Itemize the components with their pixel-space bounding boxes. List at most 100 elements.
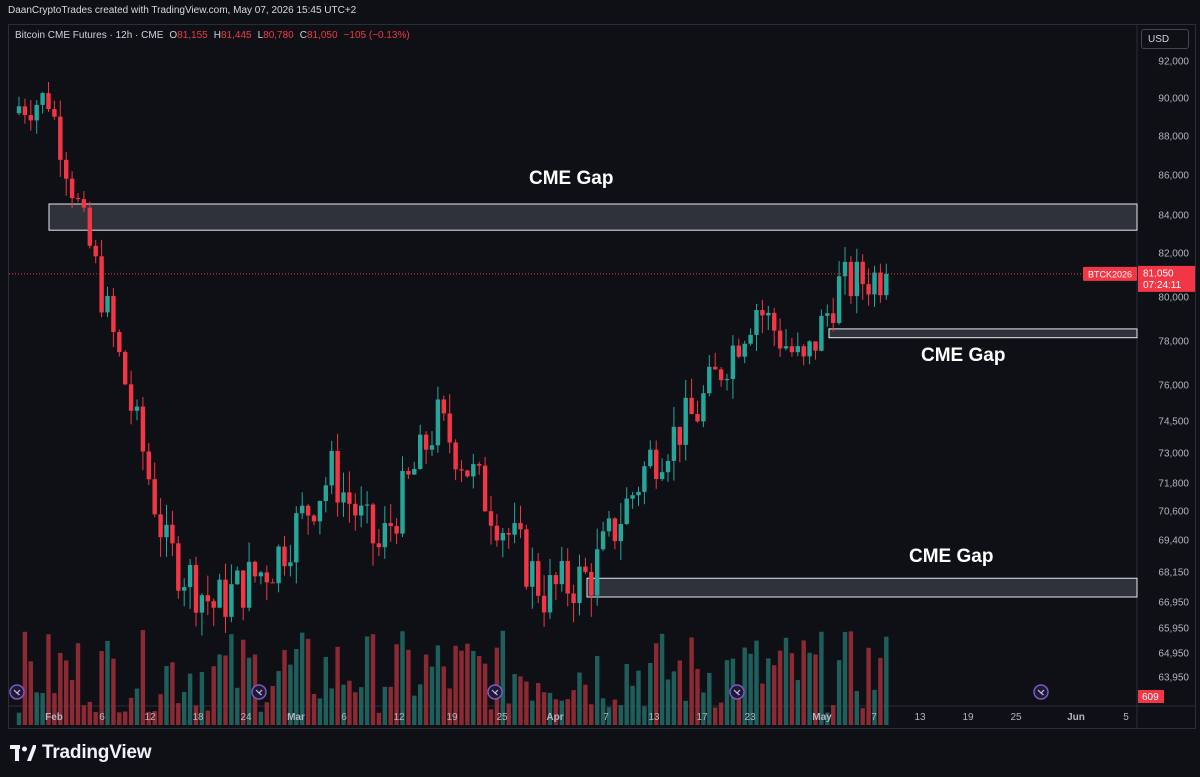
price-tick-label: 69,400 — [1158, 536, 1189, 547]
candle-body — [128, 384, 134, 411]
candle-body — [412, 468, 417, 475]
candle-body — [34, 104, 39, 121]
volume-bar — [553, 699, 559, 725]
volume-bar — [40, 693, 45, 725]
tradingview-logo-icon — [10, 745, 36, 761]
candle-body — [241, 570, 246, 608]
volume-bar — [636, 670, 641, 725]
volume-bar — [618, 705, 623, 725]
volume-bar — [878, 657, 883, 725]
volume-bar — [860, 708, 865, 725]
volume-bar — [642, 706, 647, 725]
volume-bar — [193, 705, 199, 725]
volume-bar — [16, 712, 22, 725]
candle-body — [789, 346, 795, 353]
symbol-tag — [1083, 266, 1137, 281]
volume-bar — [134, 688, 140, 725]
volume-bar — [766, 658, 771, 725]
candle-body — [630, 495, 635, 499]
volume-bar — [258, 711, 264, 725]
candle-body — [423, 434, 429, 450]
event-marker-icon[interactable] — [487, 684, 503, 700]
time-tick-label: 6 — [99, 712, 105, 723]
volume-bar — [364, 636, 370, 725]
candle-body — [117, 332, 122, 353]
candle-body — [736, 345, 741, 357]
time-tick-label: 7 — [603, 712, 609, 723]
candle-body — [707, 366, 712, 394]
volume-bar — [152, 711, 157, 725]
volume-bar — [783, 637, 789, 725]
candle-body — [69, 178, 75, 199]
candle-body — [246, 561, 252, 608]
cme-gap-zone — [586, 577, 1138, 598]
chart-panel[interactable]: CME Gap CME Gap CME Gap 92,000 90,000 88,000 8… — [8, 24, 1196, 729]
volume-bar — [789, 653, 795, 725]
price-tick-label: 65,950 — [1158, 624, 1189, 635]
volume-bar — [488, 709, 494, 725]
candle-body — [252, 561, 258, 577]
volume-bar — [52, 693, 57, 725]
candle-body — [512, 523, 517, 535]
volume-bar — [671, 671, 677, 725]
candle-body — [506, 533, 511, 535]
candle-body — [813, 341, 818, 351]
event-glyph — [733, 689, 741, 696]
candle-body — [541, 595, 547, 613]
candle-body — [58, 116, 63, 160]
event-marker-icon[interactable] — [251, 684, 267, 700]
volume-bar — [370, 634, 376, 725]
candle-body — [276, 546, 281, 584]
tradingview-logo[interactable]: TradingView — [10, 742, 152, 764]
time-tick-label: 6 — [341, 712, 347, 723]
high-value: 81,445 — [220, 30, 252, 41]
event-marker-icon[interactable] — [9, 684, 25, 700]
candle-body — [317, 500, 323, 522]
candle-body — [677, 426, 682, 445]
candle-body — [341, 492, 346, 503]
candle-body — [16, 106, 22, 114]
volume-bar — [276, 671, 281, 725]
currency-button[interactable]: USD — [1141, 29, 1189, 49]
volume-bar — [612, 699, 618, 725]
candle-body — [671, 426, 677, 461]
event-circle — [729, 684, 745, 700]
volume-bar — [341, 684, 346, 725]
candle-body — [459, 469, 464, 471]
candle-body — [140, 406, 146, 452]
candle-body — [524, 529, 529, 587]
candle-body — [530, 561, 535, 587]
event-circle — [251, 684, 267, 700]
volume-bar — [518, 676, 523, 725]
volume-bar — [69, 680, 75, 725]
volume-bar — [376, 712, 382, 725]
volume-bar — [866, 647, 871, 725]
candle-body — [878, 272, 883, 296]
candle-body — [182, 587, 187, 591]
candle-body — [270, 582, 275, 584]
candle-body — [642, 466, 647, 492]
candle-body — [400, 471, 405, 534]
price-chart[interactable]: CME Gap CME Gap CME Gap 92,000 90,000 88,000 8… — [9, 25, 1196, 729]
event-marker-icon[interactable] — [729, 684, 745, 700]
candle-body — [229, 584, 234, 617]
volume-bar — [689, 637, 694, 725]
volume-bar — [648, 662, 653, 725]
volume-bar — [22, 631, 28, 725]
candle-body — [831, 313, 836, 323]
candle-body — [235, 570, 240, 585]
event-circle — [1033, 684, 1049, 700]
symbol-title[interactable]: Bitcoin CME Futures · 12h · CME — [15, 30, 164, 41]
candle-body — [624, 498, 629, 524]
volume-bar — [311, 693, 317, 725]
volume-bar — [435, 645, 441, 725]
candle-body — [335, 451, 340, 503]
time-tick-label: 7 — [871, 712, 877, 723]
time-tick-label: 25 — [496, 712, 508, 723]
candle-body — [742, 343, 747, 357]
volume-bar — [701, 692, 706, 725]
candle-body — [376, 543, 382, 548]
event-marker-icon[interactable] — [1033, 684, 1049, 700]
time-tick-label: 5 — [1123, 712, 1129, 723]
event-glyph — [13, 689, 21, 696]
